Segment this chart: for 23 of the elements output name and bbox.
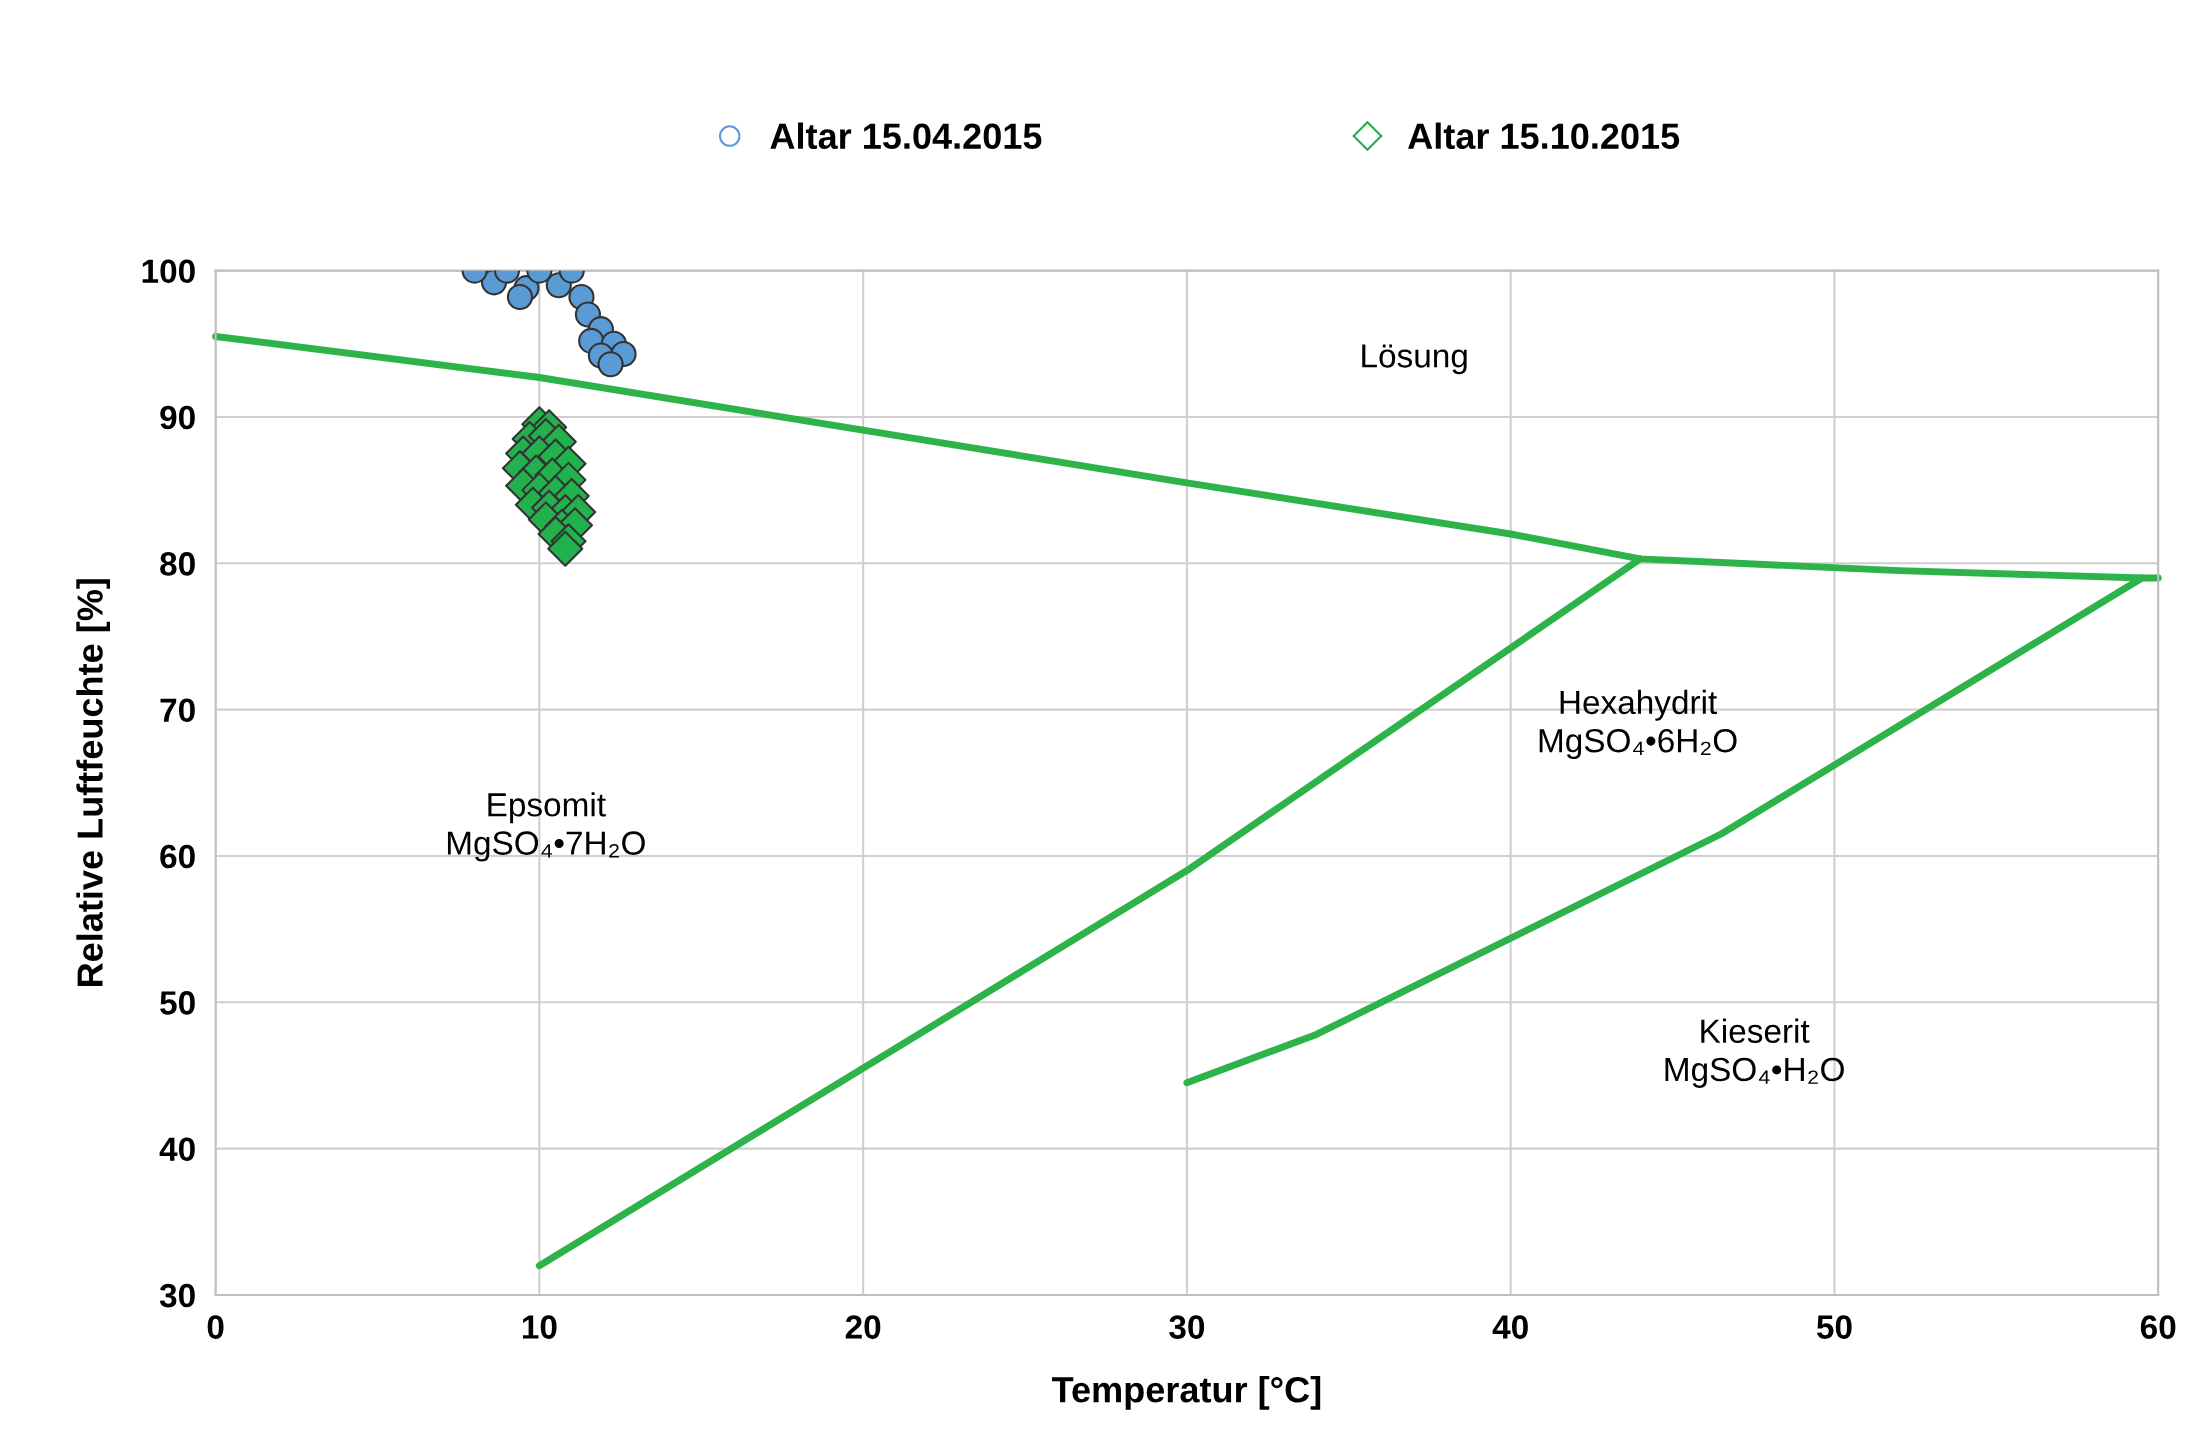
x-tick-label: 60 [2140,1315,2176,1339]
y-tick-label: 90 [160,405,195,430]
legend-label: Altar 15.10.2015 [1408,122,1680,150]
x-tick-label: 50 [1816,1315,1852,1339]
y-axis-title: Relative Luftfeuchte [%] [76,579,110,987]
annotation: Epsomit MgSO₄•7H₂O [447,792,645,862]
y-tick-label: 100 [142,259,195,284]
annotation: Lösung [1362,344,1467,375]
annotation: Hexahydrit MgSO₄•6H₂O [1539,689,1737,760]
y-tick-label: 60 [160,844,195,869]
y-tick-label: 40 [159,1137,195,1162]
annotation: Kieserit MgSO₄•H₂O [1665,1018,1844,1088]
x-tick-label: 40 [1492,1315,1528,1339]
x-axis-title: Temperatur [°C] [1052,1376,1321,1410]
x-tick-label: 20 [845,1315,881,1339]
y-tick-label: 70 [160,698,195,723]
x-tick-label: 0 [207,1315,224,1339]
y-tick-label: 80 [160,552,195,576]
x-tick-label: 30 [1169,1315,1205,1339]
y-tick-label: 50 [160,991,195,1015]
y-tick-label: 30 [159,1283,195,1308]
x-tick-label: 10 [522,1315,557,1339]
legend-label: Altar 15.04.2015 [770,122,1042,150]
